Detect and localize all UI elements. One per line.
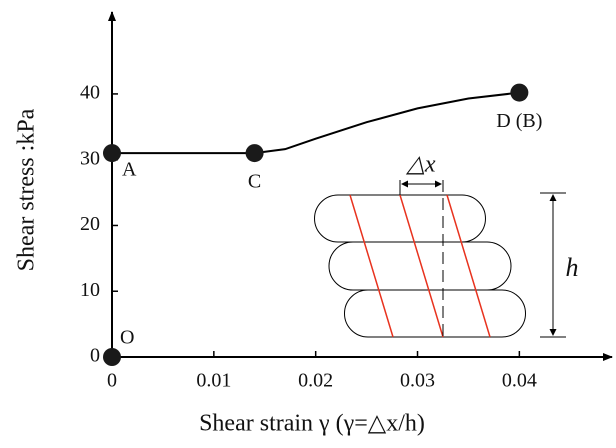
- y-tick-label: 0: [90, 345, 100, 367]
- point-label: A: [122, 159, 137, 181]
- y-tick-label: 10: [80, 279, 100, 301]
- layer: [344, 289, 526, 338]
- key-point: [103, 144, 121, 163]
- y-axis-label: Shear stress :kPa: [14, 108, 40, 271]
- y-tick-label: 20: [80, 213, 100, 235]
- h-label: h: [566, 253, 579, 282]
- strain-line: [446, 194, 491, 338]
- x-tick-label: 0.03: [400, 370, 435, 392]
- key-point: [103, 348, 121, 366]
- x-tick-label: 0.01: [196, 370, 231, 392]
- point-label: D (B): [496, 110, 542, 132]
- y-tick-label: 40: [80, 82, 100, 104]
- layer: [328, 241, 512, 291]
- dx-label: △x: [405, 152, 435, 178]
- x-tick-label: 0: [107, 370, 117, 392]
- y-tick-label: 30: [80, 147, 100, 169]
- inset-diagram: [314, 180, 566, 338]
- x-tick-label: 0.02: [298, 370, 333, 392]
- curve: [111, 91, 520, 357]
- strain-line: [349, 194, 394, 338]
- x-tick-label: 0.04: [502, 370, 537, 392]
- point-label: C: [248, 171, 261, 193]
- key-point: [510, 83, 529, 102]
- key-point: [245, 144, 264, 163]
- x-axis-label: Shear strain γ (γ=△x/h): [199, 411, 425, 437]
- point-label: O: [120, 327, 134, 349]
- strain-line: [399, 194, 444, 338]
